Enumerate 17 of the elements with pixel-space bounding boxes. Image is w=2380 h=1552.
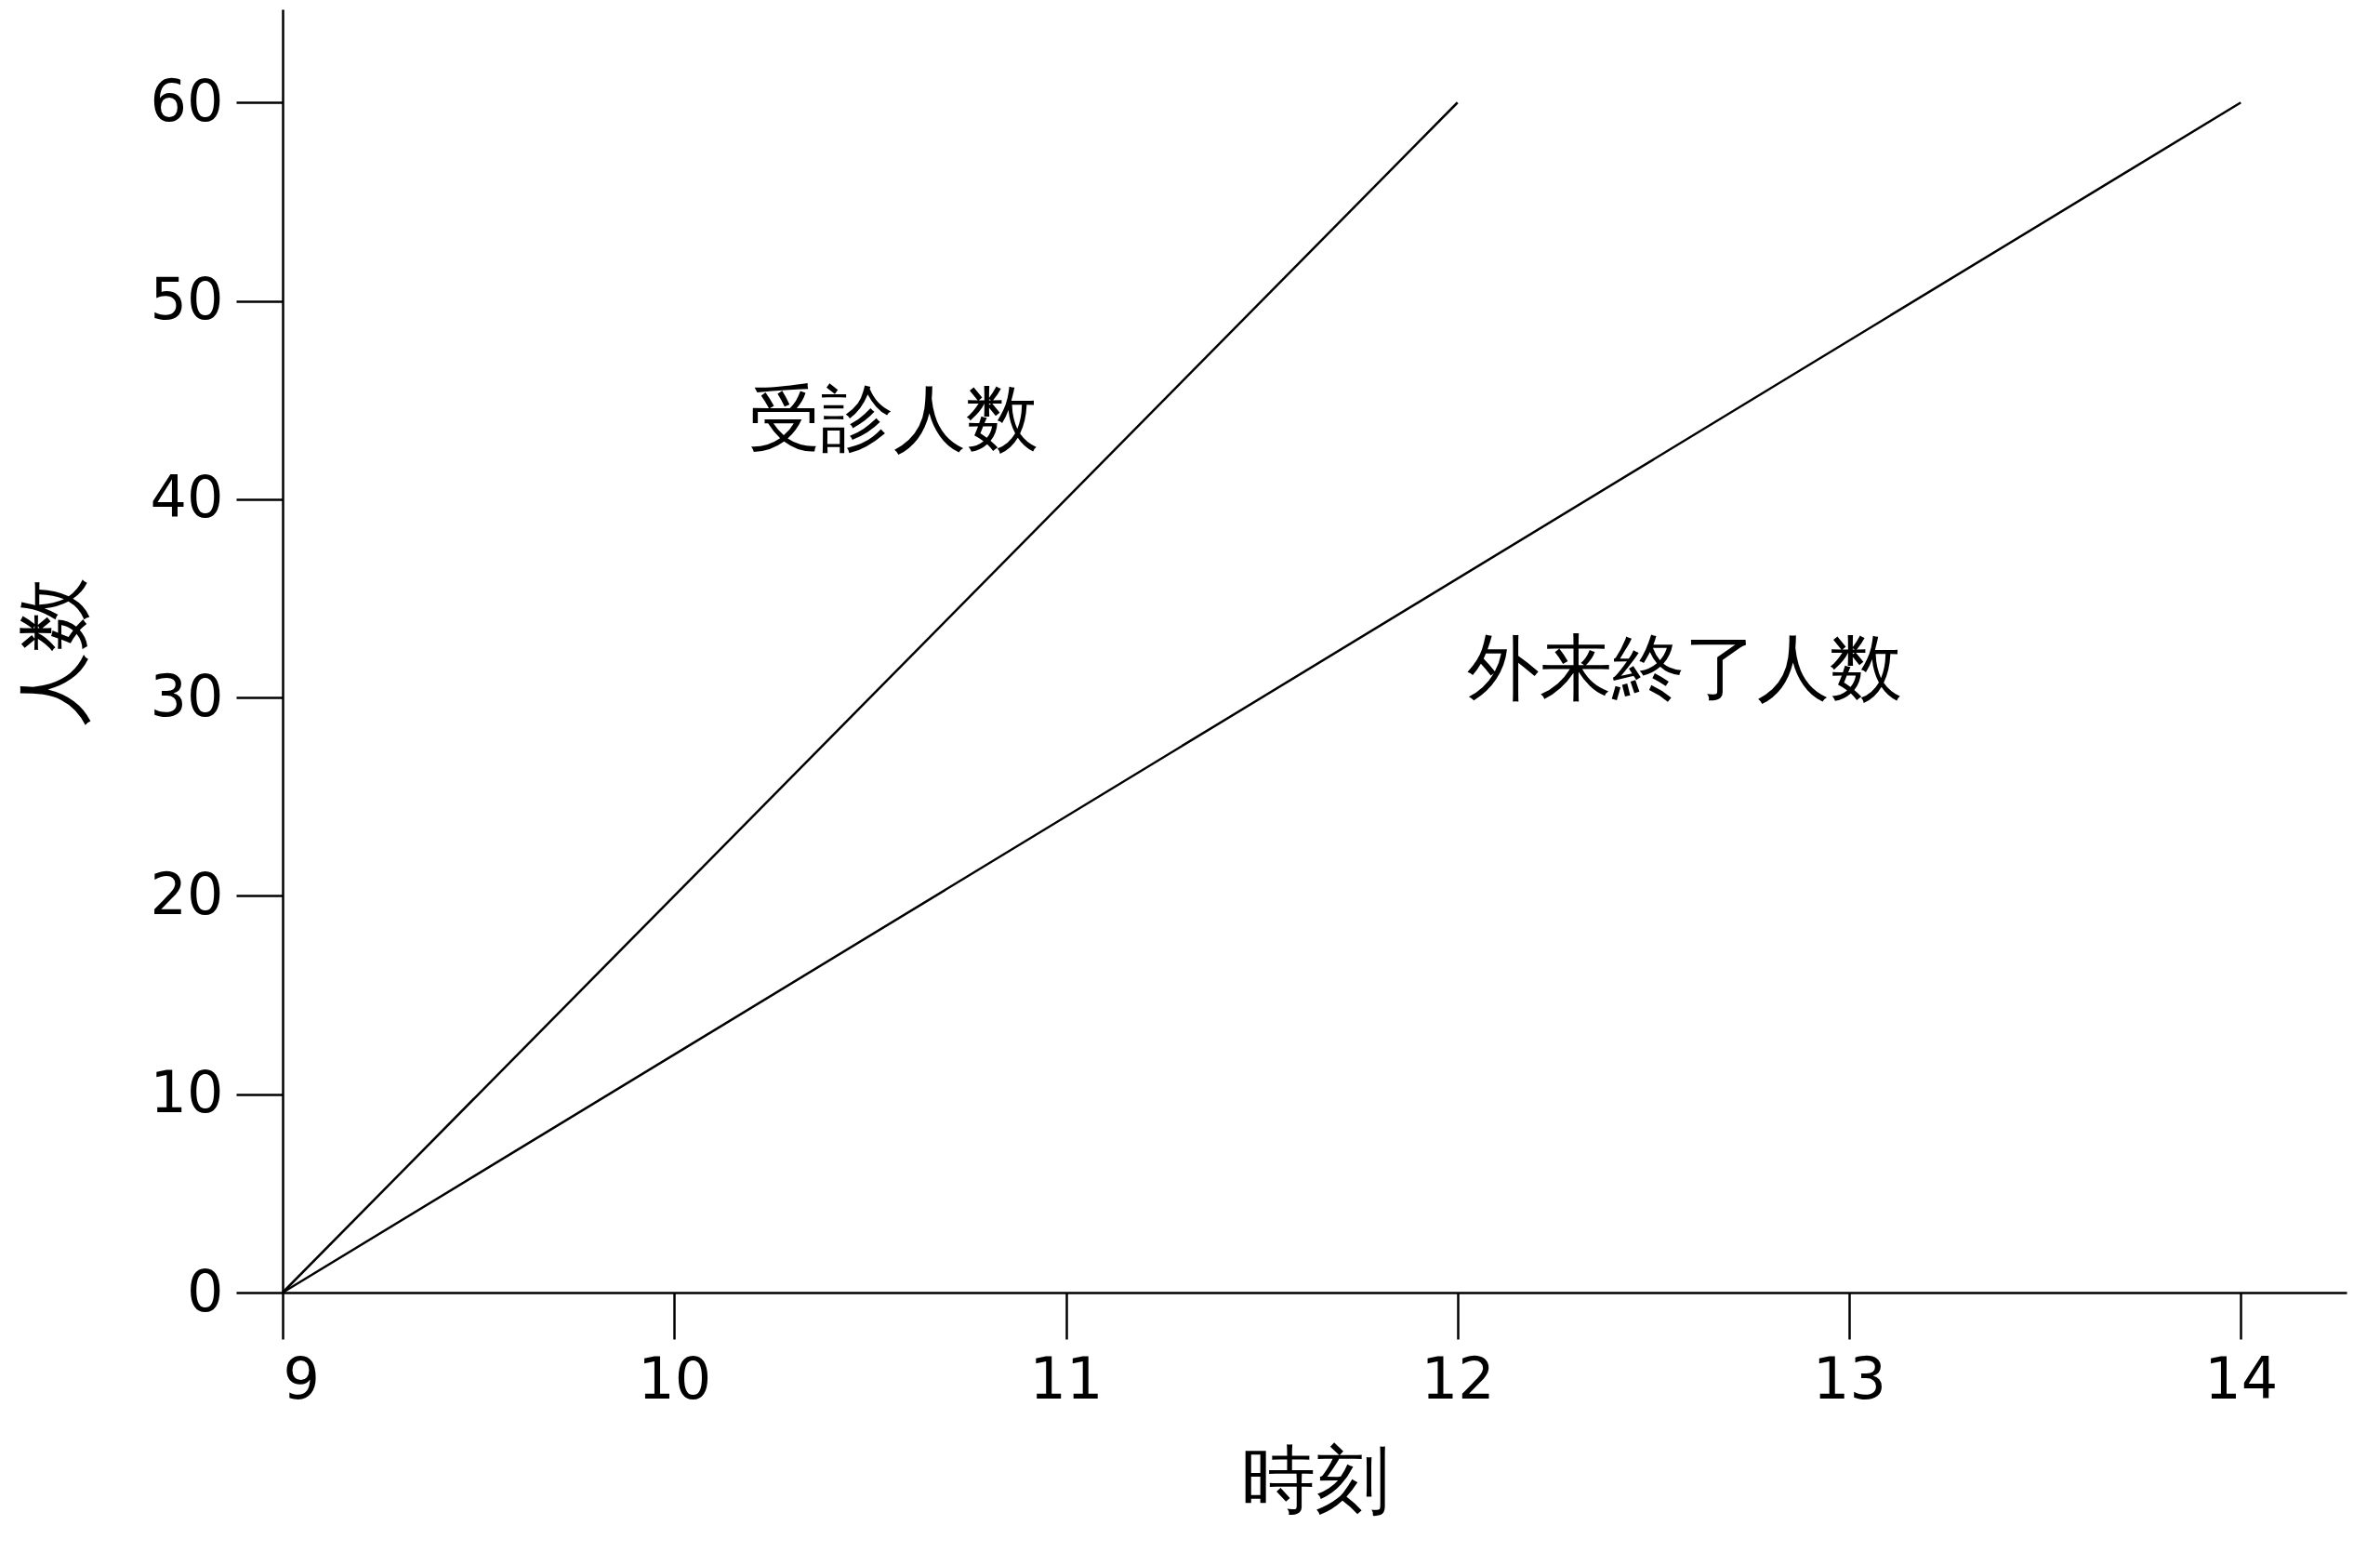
y-tick-label: 30 (150, 661, 224, 730)
y-tick-label: 40 (150, 463, 224, 532)
y-tick-label: 60 (150, 66, 224, 135)
x-tick-label: 13 (1813, 1344, 1886, 1413)
x-tick-label: 9 (283, 1344, 320, 1413)
y-tick-label: 0 (187, 1256, 224, 1325)
x-tick-label: 10 (638, 1344, 712, 1413)
y-tick-label: 50 (150, 265, 224, 334)
series-label: 受診人数 (747, 377, 1038, 461)
x-tick-label: 11 (1029, 1344, 1104, 1413)
y-tick-label: 10 (150, 1058, 224, 1127)
x-tick-label: 14 (2204, 1344, 2279, 1413)
y-axis-title: 人数 (9, 577, 97, 726)
x-axis-title: 時刻 (1240, 1436, 1390, 1523)
x-tick-label: 12 (1421, 1344, 1495, 1413)
y-tick-label: 20 (150, 859, 224, 928)
series-label: 外来終了人数 (1467, 626, 1903, 710)
